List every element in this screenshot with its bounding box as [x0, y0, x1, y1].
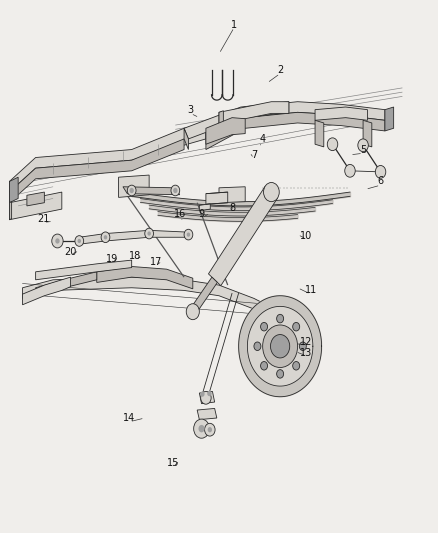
Circle shape: [263, 325, 297, 368]
Text: 16: 16: [173, 209, 186, 220]
Polygon shape: [119, 175, 149, 197]
Circle shape: [277, 314, 284, 323]
Text: 17: 17: [149, 257, 162, 267]
Circle shape: [293, 361, 300, 370]
Circle shape: [55, 238, 60, 244]
Polygon shape: [184, 102, 289, 139]
Polygon shape: [315, 120, 324, 147]
Polygon shape: [10, 201, 12, 220]
Polygon shape: [385, 107, 394, 131]
Circle shape: [78, 239, 81, 243]
Circle shape: [205, 423, 215, 436]
Text: 15: 15: [167, 458, 179, 468]
Circle shape: [101, 232, 110, 243]
Text: 8: 8: [229, 203, 235, 213]
Circle shape: [187, 232, 190, 237]
Text: 11: 11: [304, 286, 317, 295]
Circle shape: [127, 185, 136, 196]
Circle shape: [293, 322, 300, 331]
Text: 6: 6: [378, 176, 384, 187]
Text: 4: 4: [260, 134, 266, 144]
Polygon shape: [239, 296, 321, 397]
Polygon shape: [10, 192, 62, 220]
Polygon shape: [206, 112, 385, 150]
Text: 13: 13: [300, 348, 312, 358]
Circle shape: [194, 419, 209, 438]
Polygon shape: [35, 260, 132, 280]
Polygon shape: [10, 139, 184, 203]
Circle shape: [52, 234, 63, 248]
Circle shape: [201, 391, 211, 404]
Text: 3: 3: [187, 104, 194, 115]
Circle shape: [186, 304, 199, 320]
Polygon shape: [79, 230, 188, 244]
Text: 2: 2: [277, 65, 283, 75]
Text: 12: 12: [300, 337, 312, 347]
Circle shape: [271, 335, 290, 358]
Circle shape: [173, 188, 177, 193]
Circle shape: [261, 322, 268, 331]
Text: 14: 14: [124, 413, 136, 423]
Circle shape: [208, 427, 212, 432]
Polygon shape: [247, 306, 313, 386]
Polygon shape: [219, 187, 245, 203]
Polygon shape: [206, 118, 245, 144]
Circle shape: [261, 361, 268, 370]
Circle shape: [264, 182, 279, 201]
Circle shape: [358, 139, 368, 152]
Circle shape: [200, 391, 205, 397]
Circle shape: [75, 236, 84, 246]
Text: 20: 20: [64, 247, 77, 256]
Circle shape: [145, 228, 153, 239]
Polygon shape: [27, 192, 44, 206]
Polygon shape: [22, 277, 280, 322]
Text: 7: 7: [251, 150, 257, 160]
Polygon shape: [10, 128, 206, 192]
Circle shape: [171, 185, 180, 196]
Circle shape: [254, 342, 261, 351]
Circle shape: [375, 165, 386, 178]
Circle shape: [198, 425, 205, 432]
Text: 1: 1: [231, 20, 237, 30]
Text: 9: 9: [198, 209, 205, 220]
Circle shape: [327, 138, 338, 151]
Polygon shape: [97, 266, 193, 289]
Polygon shape: [315, 107, 367, 120]
Polygon shape: [199, 204, 210, 211]
Polygon shape: [197, 408, 217, 419]
Text: 5: 5: [360, 144, 366, 155]
Polygon shape: [35, 272, 97, 296]
Text: 18: 18: [129, 251, 141, 261]
Polygon shape: [184, 128, 188, 150]
Circle shape: [148, 231, 151, 236]
Polygon shape: [208, 186, 278, 286]
Polygon shape: [123, 187, 180, 195]
Polygon shape: [199, 391, 215, 403]
Polygon shape: [190, 277, 217, 314]
Polygon shape: [206, 192, 228, 204]
Text: 19: 19: [106, 254, 118, 263]
Polygon shape: [206, 102, 385, 139]
Text: 21: 21: [37, 214, 49, 224]
Polygon shape: [219, 111, 223, 124]
Polygon shape: [363, 120, 372, 147]
Circle shape: [277, 369, 284, 378]
Circle shape: [299, 342, 306, 351]
Polygon shape: [22, 277, 71, 305]
Circle shape: [207, 391, 212, 396]
Circle shape: [130, 188, 134, 193]
Polygon shape: [10, 177, 18, 203]
Circle shape: [104, 235, 107, 239]
Circle shape: [184, 229, 193, 240]
Polygon shape: [219, 102, 289, 124]
Text: 10: 10: [300, 231, 312, 241]
Circle shape: [345, 165, 355, 177]
